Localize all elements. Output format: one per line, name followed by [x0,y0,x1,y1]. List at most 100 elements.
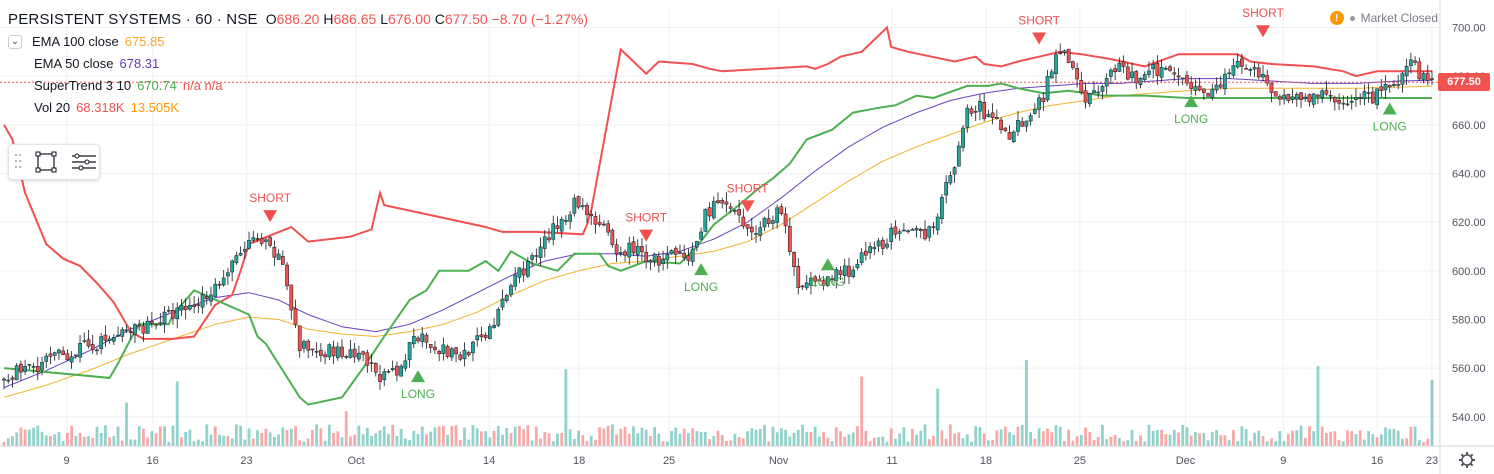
volume-bar [492,430,496,446]
candle [200,286,205,314]
candle [1311,92,1316,108]
long-signal-arrow [820,258,835,271]
volume-bar [534,426,538,446]
settings-icon[interactable] [1459,452,1475,468]
candle [914,225,919,238]
volume-bar [957,432,961,446]
volume-bar [218,434,221,446]
volume-bar [1308,426,1311,446]
volume-bar [1430,379,1434,446]
short-signal-label: SHORT [625,211,667,225]
candle [851,265,856,279]
candle [902,222,906,232]
candle [1189,76,1194,95]
volume-bar [644,429,648,446]
volume-bar [1286,434,1290,446]
volume-bar [192,441,196,446]
warning-icon[interactable]: ! [1329,11,1344,25]
candle [834,266,839,289]
volume-bar [1050,432,1054,446]
volume-bar [11,436,14,446]
volume-bar [116,426,120,446]
object-list-icon[interactable] [71,151,97,173]
volume-bar [496,425,500,446]
candle [1358,93,1363,106]
candle [150,311,154,328]
candle [699,227,703,240]
short-signal-arrow [1256,25,1271,38]
candle [226,267,230,285]
volume-bar [1333,431,1337,446]
indicator-ema50[interactable]: EMA 50 close 678.31 [8,53,588,75]
volume-bar [78,432,82,446]
volume-bars [2,359,1434,446]
volume-bar [188,429,192,446]
x-tick-label: 23 [1426,455,1438,467]
volume-bar [19,427,23,446]
volume-bar [919,430,923,446]
volume-bar [953,433,956,446]
candle [1062,49,1067,56]
volume-bar [610,424,614,446]
candle [948,171,953,186]
indicator-supertrend-name: SuperTrend 3 10 [34,78,132,93]
volume-bar [1329,431,1333,446]
market-status[interactable]: ! Market Closed [1329,11,1438,25]
volume-bar [691,428,695,446]
volume-bar [932,435,935,446]
candle [940,194,944,224]
candle [918,227,923,239]
volume-bar [665,441,669,446]
candle [1269,82,1274,103]
candle [973,105,978,122]
candle [1400,71,1405,93]
legend: PERSISTENT SYSTEMS · 60 · NSE O686.20 H6… [8,8,588,119]
candle [188,297,192,312]
drag-handle-icon[interactable] [15,154,21,170]
volume-bar [222,435,226,446]
candle [27,364,32,370]
volume-bar [437,426,441,446]
candle [631,236,636,256]
volume-bar [670,430,673,446]
symbol-header: PERSISTENT SYSTEMS · 60 · NSE O686.20 H6… [8,8,588,31]
candle [99,332,104,355]
volume-bar [239,425,242,446]
candle [44,352,49,369]
candle [137,319,142,331]
volume-bar [737,437,741,446]
volume-bar [23,429,27,446]
volume-bar [687,433,690,446]
chevron-down-icon[interactable]: ⌄ [8,35,22,49]
candle [171,303,175,325]
volume-bar [872,437,876,446]
candle [855,259,860,270]
short-signal-label: SHORT [249,191,291,205]
indicator-ema100[interactable]: ⌄ EMA 100 close 675.85 [8,31,588,53]
volume-bar [501,434,504,446]
candle [238,246,243,257]
candle [580,197,585,210]
candle [690,242,695,266]
short-signal-arrow [740,200,755,213]
candle [665,245,670,269]
candle [10,375,15,388]
candle [893,220,898,239]
indicator-volume[interactable]: Vol 20 68.318K 13.505K [8,97,588,119]
candle [78,335,82,363]
volume-bar [1223,435,1227,446]
candle [956,141,961,167]
rectangle-select-icon[interactable] [35,151,57,173]
candle [369,353,374,372]
volume-bar [1168,434,1172,446]
volume-bar [1384,427,1387,446]
volume-bar [839,431,842,446]
candle [1028,112,1033,126]
volume-bar [703,431,707,446]
indicator-supertrend[interactable]: SuperTrend 3 10 670.74 n/a n/a [8,75,588,97]
candle [272,240,277,267]
symbol-title[interactable]: PERSISTENT SYSTEMS · 60 · NSE [8,11,258,28]
volume-bar [1155,430,1159,446]
candle [69,351,74,369]
